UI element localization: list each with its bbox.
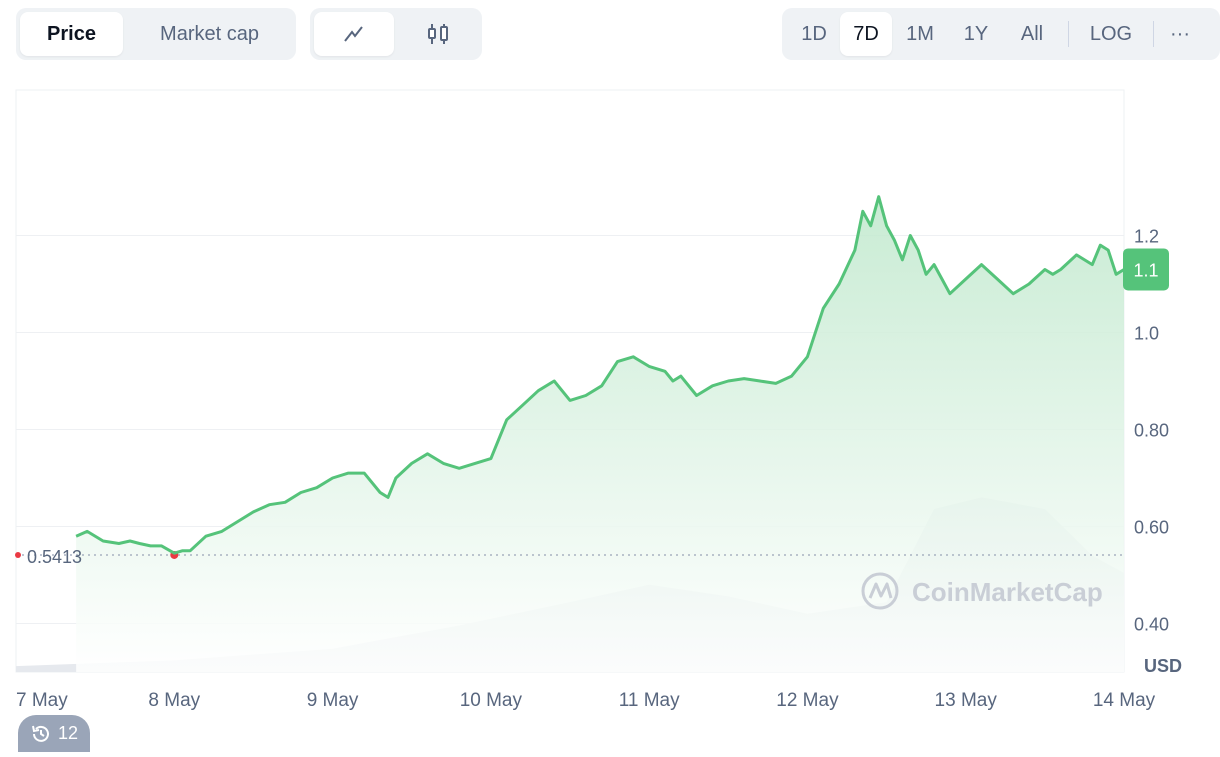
reference-price-label: 0.5413 — [27, 547, 82, 567]
y-axis-unit-label: USD — [1144, 656, 1182, 676]
x-tick-label: 10 May — [460, 690, 523, 711]
price-line — [75, 195, 1125, 555]
x-tick-label: 13 May — [935, 690, 998, 711]
line-chart-button[interactable] — [314, 12, 394, 56]
candlestick-button[interactable] — [398, 12, 478, 56]
chart-toolbar: Price Market cap 1D 7D 1M 1Y All LOG ··· — [16, 8, 1220, 60]
history-count: 12 — [57, 723, 79, 743]
x-tick-label: 11 May — [619, 690, 680, 711]
price-tab[interactable]: Price — [20, 12, 123, 56]
price-marketcap-toggle: Price Market cap — [16, 8, 296, 60]
y-tick-label: 0.60 — [1134, 518, 1169, 538]
candlestick-icon — [428, 24, 448, 44]
badge-text: 1.1 — [1133, 260, 1158, 280]
y-tick-label: 1.0 — [1134, 324, 1159, 344]
current-price-badge: 1.1 — [1123, 248, 1169, 291]
time-range-selector: 1D 7D 1M 1Y All LOG ··· — [782, 8, 1220, 60]
history-icon — [32, 725, 49, 742]
range-1d[interactable]: 1D — [801, 22, 827, 45]
x-tick-label: 14 May — [1093, 690, 1156, 711]
history-badge[interactable]: 12 — [18, 715, 90, 752]
range-1m[interactable]: 1M — [906, 22, 934, 45]
y-tick-label: 0.80 — [1134, 421, 1169, 441]
chart-style-toggle — [310, 8, 482, 60]
separator — [1153, 21, 1154, 47]
more-options-button[interactable]: ··· — [1170, 22, 1190, 45]
market-cap-tab[interactable]: Market cap — [160, 22, 259, 45]
x-tick-label: 7 May — [16, 690, 68, 711]
y-tick-label: 0.40 — [1134, 615, 1169, 635]
coinmarketcap-watermark: CoinMarketCap — [861, 572, 1103, 610]
range-7d[interactable]: 7D — [840, 12, 892, 56]
watermark-text: CoinMarketCap — [912, 577, 1103, 607]
range-1y[interactable]: 1Y — [963, 22, 989, 45]
y-axis: 0.40 0.60 0.80 1.0 1.2 — [1134, 227, 1169, 635]
badge-background — [1123, 248, 1169, 291]
price-area — [76, 196, 1125, 672]
price-line-path — [75, 195, 1125, 555]
line-chart-icon — [344, 26, 363, 42]
separator — [1068, 21, 1069, 47]
y-tick-label: 1.2 — [1134, 227, 1159, 247]
price-area-shape — [76, 196, 1125, 672]
x-tick-label: 12 May — [776, 690, 839, 711]
x-axis: 7 May 8 May 9 May 10 May 11 May 12 May 13 May 1… — [16, 690, 1156, 711]
x-tick-label: 9 May — [307, 690, 359, 711]
range-all[interactable]: All — [1020, 22, 1044, 45]
x-tick-label: 8 May — [148, 690, 200, 711]
reference-marker-left — [15, 551, 21, 558]
log-scale-toggle[interactable]: LOG — [1089, 22, 1133, 45]
